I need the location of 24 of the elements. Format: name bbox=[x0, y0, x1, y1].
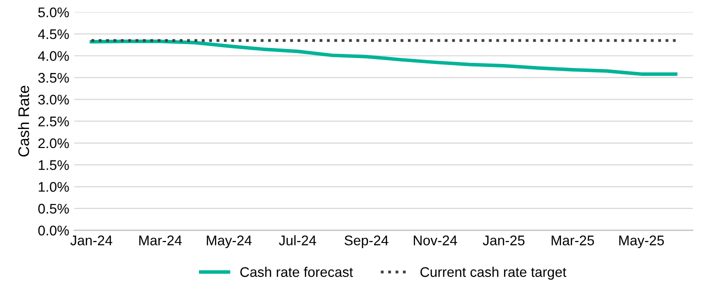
x-tick-label: Sep-24 bbox=[344, 236, 388, 248]
legend-label: Cash rate forecast bbox=[240, 266, 353, 277]
x-tick-label: Jan-25 bbox=[482, 236, 524, 246]
legend-label: Current cash rate target bbox=[420, 266, 566, 280]
y-tick-label: 0.0% bbox=[38, 226, 69, 236]
x-tick-label: Mar-25 bbox=[552, 236, 594, 246]
y-tick-label: 3.0% bbox=[38, 94, 69, 105]
x-tick-label: May-24 bbox=[206, 236, 252, 248]
y-tick-label: 1.0% bbox=[38, 182, 69, 192]
y-tick-label: 3.5% bbox=[38, 72, 69, 83]
y-tick-label: 2.5% bbox=[38, 116, 69, 126]
y-tick-label: 1.5% bbox=[38, 160, 69, 170]
y-tick-label: 0.5% bbox=[38, 204, 69, 214]
y-tick-label: 4.5% bbox=[38, 29, 69, 40]
y-tick-label: 5.0% bbox=[38, 7, 69, 18]
x-tick-label: Jan-24 bbox=[70, 236, 112, 246]
x-tick-label: May-25 bbox=[619, 236, 664, 248]
y-tick-label: 2.0% bbox=[38, 138, 69, 148]
y-axis-title: Cash Rate bbox=[18, 86, 30, 157]
x-tick-label: Jul-24 bbox=[278, 235, 316, 246]
y-tick-label: 4.0% bbox=[38, 51, 69, 61]
x-tick-label: Mar-24 bbox=[139, 236, 182, 246]
line-series bbox=[90, 40, 678, 76]
x-tick-label: Nov-24 bbox=[414, 236, 458, 246]
